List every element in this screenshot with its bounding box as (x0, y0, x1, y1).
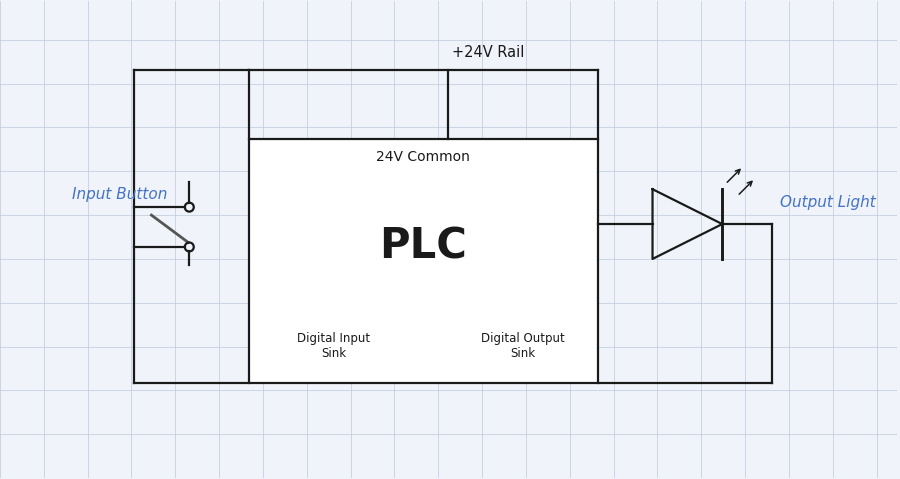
Text: Output Light: Output Light (780, 194, 876, 210)
Text: +24V Rail: +24V Rail (452, 45, 525, 60)
Text: Input Button: Input Button (72, 187, 167, 202)
Text: PLC: PLC (380, 226, 467, 267)
Text: Digital Input
Sink: Digital Input Sink (297, 331, 370, 360)
Bar (249, 139, 598, 384)
Text: 24V Common: 24V Common (376, 150, 471, 164)
Text: Digital Output
Sink: Digital Output Sink (482, 331, 565, 360)
